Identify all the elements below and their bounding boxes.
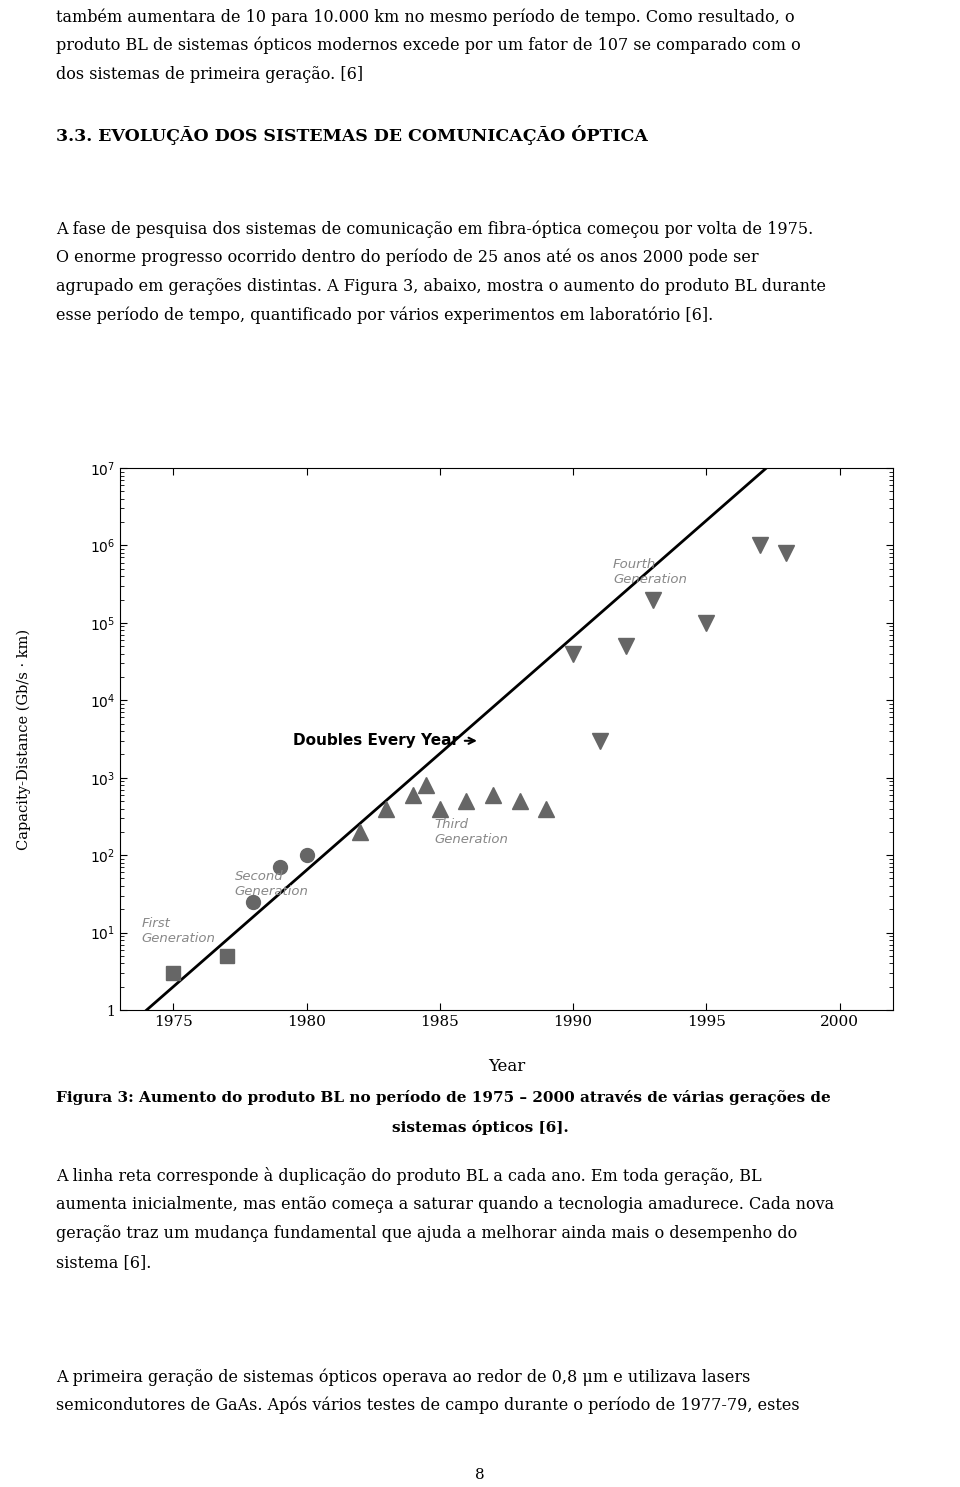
Text: também aumentara de 10 para 10.000 km no mesmo período de tempo. Como resultado,: também aumentara de 10 para 10.000 km no… [56, 7, 794, 25]
Text: Capacity-Distance (Gb/s · km): Capacity-Distance (Gb/s · km) [17, 629, 31, 849]
Text: Third
Generation: Third Generation [435, 818, 509, 846]
Text: 3.3. EVOLUÇÃO DOS SISTEMAS DE COMUNICAÇÃO ÓPTICA: 3.3. EVOLUÇÃO DOS SISTEMAS DE COMUNICAÇÃ… [56, 125, 648, 146]
Text: aumenta inicialmente, mas então começa a saturar quando a tecnologia amadurece. : aumenta inicialmente, mas então começa a… [56, 1196, 834, 1213]
Text: O enorme progresso ocorrido dentro do período de 25 anos até os anos 2000 pode s: O enorme progresso ocorrido dentro do pe… [56, 248, 758, 266]
Text: Doubles Every Year: Doubles Every Year [293, 733, 474, 748]
Text: produto BL de sistemas ópticos modernos excede por um fator de 107 se comparado : produto BL de sistemas ópticos modernos … [56, 37, 801, 55]
Text: 8: 8 [475, 1468, 485, 1483]
Text: Figura 3: Aumento do produto BL no período de 1975 – 2000 através de várias gera: Figura 3: Aumento do produto BL no perío… [56, 1090, 830, 1105]
Text: geração traz um mudança fundamental que ajuda a melhorar ainda mais o desempenho: geração traz um mudança fundamental que … [56, 1225, 797, 1242]
Text: A primeira geração de sistemas ópticos operava ao redor de 0,8 μm e utilizava la: A primeira geração de sistemas ópticos o… [56, 1368, 750, 1386]
Text: A linha reta corresponde à duplicação do produto BL a cada ano. Em toda geração,: A linha reta corresponde à duplicação do… [56, 1167, 761, 1185]
Text: Year: Year [488, 1057, 525, 1075]
Text: A fase de pesquisa dos sistemas de comunicação em fibra-óptica começou por volta: A fase de pesquisa dos sistemas de comun… [56, 220, 813, 238]
Text: sistemas ópticos [6].: sistemas ópticos [6]. [392, 1120, 568, 1135]
Text: First
Generation: First Generation [141, 916, 215, 944]
Text: dos sistemas de primeira geração. [6]: dos sistemas de primeira geração. [6] [56, 65, 363, 83]
Text: Fourth
Generation: Fourth Generation [613, 558, 686, 586]
Text: semicondutores de GaAs. Após vários testes de campo durante o período de 1977-79: semicondutores de GaAs. Após vários test… [56, 1396, 800, 1414]
Text: agrupado em gerações distintas. A Figura 3, abaixo, mostra o aumento do produto : agrupado em gerações distintas. A Figura… [56, 278, 826, 294]
Text: Second
Generation: Second Generation [234, 870, 308, 898]
Text: esse período de tempo, quantificado por vários experimentos em laboratório [6].: esse período de tempo, quantificado por … [56, 306, 713, 324]
Text: sistema [6].: sistema [6]. [56, 1254, 151, 1271]
